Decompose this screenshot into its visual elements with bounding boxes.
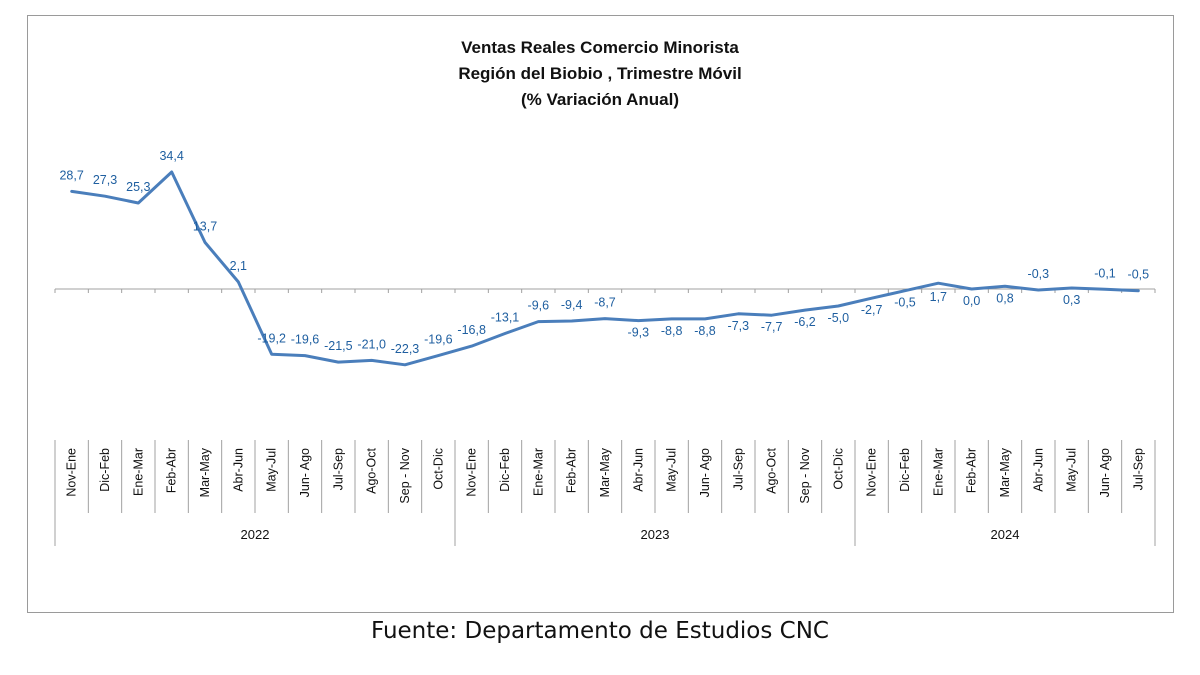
data-label: -0,1: [1094, 266, 1116, 280]
data-label: 34,4: [159, 149, 183, 163]
data-label: 1,7: [930, 290, 947, 304]
category-label: Dic-Feb: [498, 448, 512, 492]
chart-title-line-2: Región del Biobio , Trimestre Móvil: [458, 64, 742, 83]
category-label: Nov-Ene: [65, 448, 79, 497]
category-label: Jul-Sep: [1131, 448, 1145, 490]
data-label: 28,7: [59, 168, 83, 182]
category-label: May-Jul: [1065, 448, 1079, 492]
category-label: Jul-Sep: [331, 448, 345, 490]
category-label: May-Jul: [265, 448, 279, 492]
category-label: Ene-Mar: [531, 448, 545, 496]
data-label: 27,3: [93, 173, 117, 187]
data-label: -19,2: [257, 331, 286, 345]
category-label: Jun- Ago: [298, 448, 312, 497]
category-label: Abr-Jun: [231, 448, 245, 492]
data-label: 2,1: [230, 259, 247, 273]
category-label: Jun- Ago: [698, 448, 712, 497]
category-label: Mar-May: [598, 447, 612, 497]
chart-title-line-3: (% Variación Anual): [520, 90, 680, 109]
category-label: Oct-Dic: [431, 448, 445, 490]
category-label: Abr-Jun: [1031, 448, 1045, 492]
category-label: May-Jul: [665, 448, 679, 492]
data-label: -2,7: [861, 303, 883, 317]
chart-frame: [27, 15, 1174, 613]
data-label: -0,5: [1128, 268, 1150, 282]
category-label: Dic-Feb: [98, 448, 112, 492]
category-label: Jul-Sep: [731, 448, 745, 490]
data-label: 0,8: [996, 291, 1013, 305]
data-label: -13,1: [491, 311, 520, 325]
series-line: [70, 170, 1140, 367]
chart-title-line-1: Ventas Reales Comercio Minorista: [461, 38, 739, 57]
data-label: -9,3: [628, 326, 650, 340]
category-label: Jun- Ago: [1098, 448, 1112, 497]
data-label: -9,4: [561, 298, 583, 312]
category-label: Ene-Mar: [131, 448, 145, 496]
data-label: -8,8: [694, 324, 716, 338]
data-label: 0,0: [963, 294, 980, 308]
category-label: Abr-Jun: [631, 448, 645, 492]
data-label: -8,7: [594, 296, 616, 310]
data-label: 0,3: [1063, 293, 1080, 307]
data-label: -5,0: [828, 311, 850, 325]
year-group-label: 2022: [241, 527, 270, 542]
category-label: Sep - Nov: [798, 447, 812, 503]
category-label: Sep - Nov: [398, 447, 412, 503]
data-label: -21,5: [324, 339, 353, 353]
data-label: -7,3: [728, 319, 750, 333]
year-group-label: 2023: [641, 527, 670, 542]
category-label: Feb-Abr: [965, 448, 979, 493]
category-label: Nov-Ene: [465, 448, 479, 497]
category-label: Ene-Mar: [931, 448, 945, 496]
category-label: Feb-Abr: [165, 448, 179, 493]
category-label: Oct-Dic: [831, 448, 845, 490]
data-label: -0,5: [894, 296, 916, 310]
year-group-label: 2024: [991, 527, 1020, 542]
data-label: -21,0: [357, 337, 386, 351]
data-label: -8,8: [661, 324, 683, 338]
data-label: -9,6: [528, 299, 550, 313]
category-label: Feb-Abr: [565, 448, 579, 493]
category-label: Ago-Oct: [765, 447, 779, 493]
data-label: -22,3: [391, 342, 420, 356]
data-label: -7,7: [761, 320, 783, 334]
data-label: 13,7: [193, 219, 217, 233]
category-label: Mar-May: [998, 447, 1012, 497]
category-label: Mar-May: [198, 447, 212, 497]
data-label: -16,8: [457, 323, 486, 337]
category-label: Dic-Feb: [898, 448, 912, 492]
data-label: 25,3: [126, 180, 150, 194]
data-label: -6,2: [794, 315, 816, 329]
data-label: -19,6: [291, 333, 320, 347]
category-label: Ago-Oct: [365, 447, 379, 493]
category-label: Nov-Ene: [865, 448, 879, 497]
data-label: -19,6: [424, 333, 453, 347]
source-note: Fuente: Departamento de Estudios CNC: [370, 618, 829, 644]
data-label: -0,3: [1028, 267, 1050, 281]
